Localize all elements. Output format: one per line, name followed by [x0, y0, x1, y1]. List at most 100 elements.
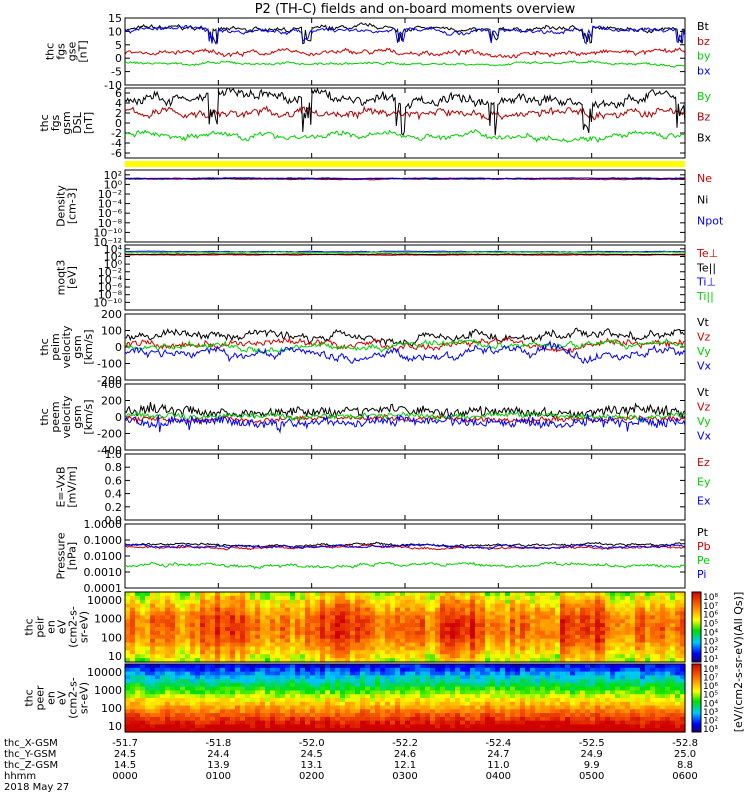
spec-cell	[190, 650, 196, 655]
spec-cell	[645, 619, 651, 624]
spec-cell	[475, 630, 481, 636]
spec-cell	[280, 650, 286, 655]
spec-cell	[670, 646, 676, 651]
spec-cell	[565, 667, 571, 673]
spec-cell	[275, 667, 281, 673]
spec-cell	[315, 599, 321, 605]
spec-cell	[605, 595, 611, 601]
spec-cell	[590, 642, 596, 648]
spec-cell	[650, 611, 656, 616]
spec-cell	[350, 627, 356, 632]
spec-cell	[600, 599, 606, 605]
spec-cell	[460, 658, 466, 663]
spec-cell	[415, 716, 421, 722]
series-Vx	[124, 413, 686, 434]
spec-cell	[290, 611, 296, 616]
spec-cell	[325, 724, 331, 729]
spec-cell	[680, 679, 686, 684]
y-tick-label: 10²	[104, 169, 122, 182]
spec-cell	[565, 638, 571, 644]
spec-cell	[620, 724, 626, 729]
colorbar	[691, 591, 702, 663]
spec-cell	[530, 599, 536, 605]
spec-cell	[270, 686, 276, 692]
spec-cell	[125, 615, 131, 620]
spec-cell	[160, 658, 166, 663]
spec-cell	[560, 701, 566, 707]
spec-cell	[305, 724, 311, 729]
spec-cell	[500, 667, 506, 673]
spec-cell	[490, 627, 496, 632]
spec-cell	[345, 599, 351, 605]
spec-cell	[630, 675, 636, 680]
spec-cell	[555, 705, 561, 710]
spec-cell	[340, 619, 346, 624]
spec-cell	[225, 642, 231, 648]
spec-cell	[265, 698, 271, 703]
spec-cell	[160, 654, 166, 659]
spec-cell	[675, 658, 681, 663]
spec-cell	[435, 623, 441, 628]
spec-cell	[585, 611, 591, 616]
spec-cell	[450, 654, 456, 659]
spec-cell	[145, 607, 151, 613]
spec-cell	[260, 611, 266, 616]
spec-cell	[375, 592, 381, 597]
spec-cell	[600, 603, 606, 609]
spec-cell	[550, 607, 556, 613]
spec-cell	[645, 705, 651, 710]
spec-cell	[275, 638, 281, 644]
spec-cell	[250, 716, 256, 722]
spec-cell	[395, 619, 401, 624]
spec-cell	[445, 615, 451, 620]
spec-cell	[155, 686, 161, 692]
spec-cell	[410, 658, 416, 663]
spec-cell	[610, 595, 616, 601]
spec-cell	[630, 619, 636, 624]
spec-cell	[310, 728, 316, 733]
spec-cell	[515, 701, 521, 707]
spec-cell	[310, 619, 316, 624]
spec-cell	[500, 724, 506, 729]
spec-cell	[460, 701, 466, 707]
spec-cell	[175, 615, 181, 620]
spec-cell	[595, 611, 601, 616]
spec-cell	[300, 654, 306, 659]
spec-cell	[315, 671, 321, 676]
spec-cell	[350, 615, 356, 620]
spec-cell	[675, 694, 681, 699]
spec-cell	[185, 619, 191, 624]
spec-cell	[585, 642, 591, 648]
spec-cell	[210, 694, 216, 699]
spec-cell	[605, 654, 611, 659]
spec-cell	[580, 611, 586, 616]
spec-cell	[500, 634, 506, 640]
spec-cell	[675, 716, 681, 722]
spec-cell	[645, 701, 651, 707]
spec-cell	[480, 690, 486, 695]
spec-cell	[370, 724, 376, 729]
spec-cell	[385, 603, 391, 609]
spec-cell	[515, 713, 521, 718]
spec-cell	[195, 728, 201, 733]
spec-cell	[620, 686, 626, 692]
spec-cell	[155, 615, 161, 620]
spec-cell	[580, 630, 586, 636]
spec-cell	[415, 705, 421, 710]
spec-cell	[335, 619, 341, 624]
y-tick-label: 10⁻⁴	[98, 273, 123, 286]
spec-cell	[430, 638, 436, 644]
spec-cell	[360, 607, 366, 613]
spec-cell	[610, 694, 616, 699]
spec-cell	[275, 654, 281, 659]
spec-cell	[200, 658, 206, 663]
spec-cell	[425, 623, 431, 628]
spec-cell	[190, 603, 196, 609]
spec-cell	[215, 690, 221, 695]
y-tick-label: -200	[97, 374, 122, 387]
spec-cell	[175, 679, 181, 684]
spec-cell	[285, 650, 291, 655]
spec-cell	[345, 642, 351, 648]
y-tick-label: 0.0	[105, 514, 123, 527]
spec-cell	[320, 679, 326, 684]
